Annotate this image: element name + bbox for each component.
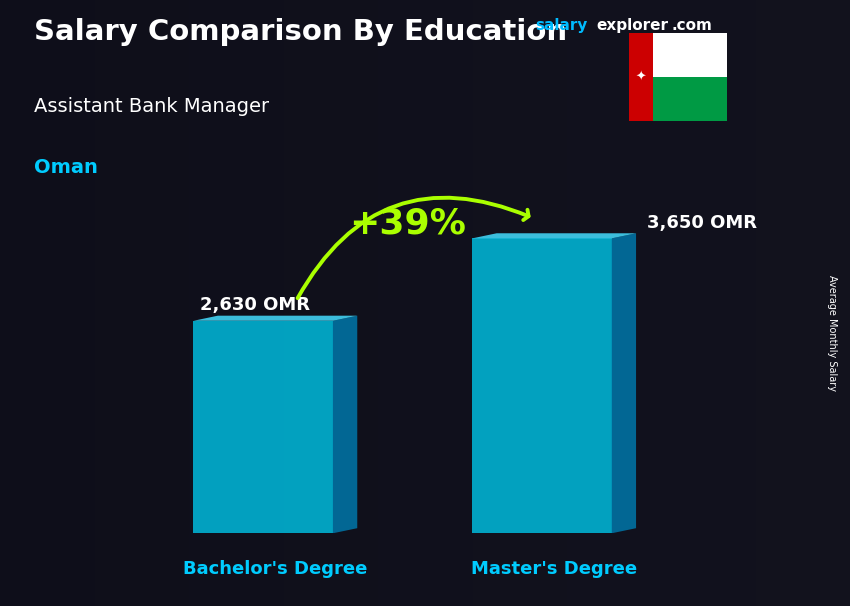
Text: Oman: Oman [34,158,98,176]
Text: Master's Degree: Master's Degree [471,560,638,578]
Polygon shape [473,238,612,533]
Text: +39%: +39% [349,206,466,240]
Text: .com: .com [672,18,712,33]
Text: explorer: explorer [597,18,669,33]
Polygon shape [194,316,357,321]
Text: 2,630 OMR: 2,630 OMR [201,296,310,315]
Bar [654,33,727,77]
Polygon shape [612,233,636,533]
Text: ✦: ✦ [636,71,647,84]
Text: 3,650 OMR: 3,650 OMR [647,214,756,232]
Text: Salary Comparison By Education: Salary Comparison By Education [34,18,567,46]
Bar [629,33,654,121]
Text: Average Monthly Salary: Average Monthly Salary [827,275,837,391]
Polygon shape [333,316,357,533]
Polygon shape [473,233,636,238]
Bar [654,77,727,121]
Text: Assistant Bank Manager: Assistant Bank Manager [34,97,269,116]
Text: Bachelor's Degree: Bachelor's Degree [183,560,367,578]
Polygon shape [194,321,333,533]
Text: salary: salary [536,18,588,33]
